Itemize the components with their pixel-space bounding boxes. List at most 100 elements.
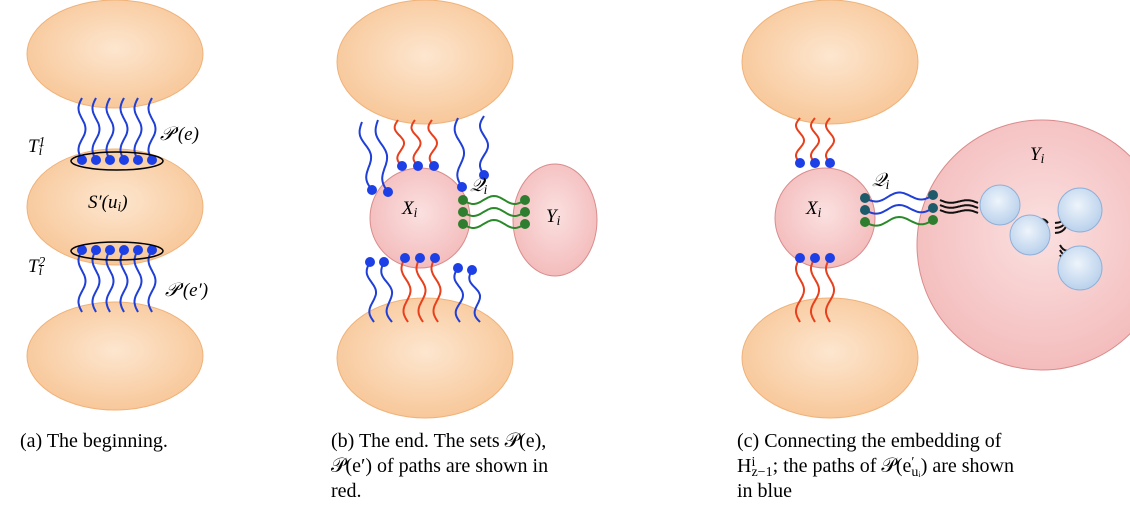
text-part: 𝒫′(e′) <box>165 280 208 301</box>
text-part: X <box>805 198 819 219</box>
math-label: Yi <box>546 206 561 228</box>
caption-line: (c) Connecting the embedding of <box>737 430 1002 452</box>
subscript: z−1 <box>751 465 772 480</box>
path-line <box>374 119 389 193</box>
path-line <box>453 267 465 323</box>
text-part: 𝒫(e′) of paths are shown in <box>331 455 548 477</box>
vertex <box>119 155 129 165</box>
subscript: i <box>414 205 418 220</box>
terminal-set <box>70 241 164 261</box>
caption-line: (b) The end. The sets 𝒫(e), <box>331 430 546 452</box>
text-part: 𝒬 <box>470 175 487 196</box>
vertex <box>825 158 835 168</box>
math-label: 𝒬i <box>470 175 488 197</box>
path-line <box>479 115 490 176</box>
path-line <box>147 249 157 313</box>
sub-blob <box>1057 245 1103 291</box>
math-label: Xi <box>805 198 822 220</box>
math-label: Xi <box>401 198 418 220</box>
subscript: i <box>117 199 121 214</box>
subscript: i <box>886 177 890 192</box>
vertex <box>458 207 468 217</box>
path-line <box>864 215 934 227</box>
vertex <box>133 245 143 255</box>
vertex <box>479 170 489 180</box>
vertex <box>810 253 820 263</box>
blob <box>336 297 514 419</box>
caption-line: in blue <box>737 480 792 502</box>
path-line <box>864 203 934 215</box>
vertex <box>77 155 87 165</box>
caption-line: red. <box>331 480 362 502</box>
vertex <box>520 219 530 229</box>
path-line <box>365 261 377 323</box>
text-part: H <box>737 455 751 477</box>
blob <box>26 301 204 411</box>
path-line <box>825 117 836 164</box>
path-line <box>410 119 422 167</box>
math-label: 𝒬i <box>872 170 890 192</box>
math-label: Yi <box>1030 144 1045 166</box>
vertex <box>520 207 530 217</box>
vertex <box>91 155 101 165</box>
math-label: 𝒫′(e′) <box>165 280 208 301</box>
vertex <box>133 155 143 165</box>
path-line <box>825 257 836 323</box>
vertex <box>429 161 439 171</box>
path-line <box>462 206 526 217</box>
vertex <box>430 253 440 263</box>
subscript: i <box>484 182 488 197</box>
blob <box>512 163 598 277</box>
blob <box>26 148 204 266</box>
vertex <box>520 195 530 205</box>
vertex <box>413 161 423 171</box>
subscript: i <box>818 205 822 220</box>
vertex <box>860 217 870 227</box>
path-line <box>133 97 143 161</box>
superscript: ′ <box>911 455 914 470</box>
text-part: T <box>28 256 40 277</box>
blob <box>26 0 204 109</box>
path-line <box>400 257 412 323</box>
text-part: ; the paths of 𝒫(e <box>773 455 912 477</box>
vertex <box>457 182 467 192</box>
path-line <box>105 97 115 161</box>
path-line <box>462 194 526 205</box>
text-part: (a) The beginning. <box>20 430 168 452</box>
caption-line: 𝒫(e′) of paths are shown in <box>331 455 548 477</box>
path-line <box>91 249 101 313</box>
text-part: S′(u <box>88 192 117 213</box>
vertex <box>379 257 389 267</box>
text-part: T <box>28 136 40 157</box>
sub-blob <box>1009 214 1051 256</box>
math-label: T2 i <box>28 254 46 278</box>
math-label: S′(ui) <box>88 192 128 214</box>
text-part: (c) Connecting the embedding of <box>737 430 1002 452</box>
text-part: 𝒬 <box>872 170 889 191</box>
text-part: (b) The end. The sets 𝒫(e), <box>331 430 546 452</box>
math-label: 𝒫′(e) <box>160 124 199 145</box>
path-line <box>468 269 481 323</box>
vertex <box>119 245 129 255</box>
vertex <box>415 253 425 263</box>
path-line <box>380 261 394 323</box>
text-part: Y <box>546 206 559 227</box>
vertex <box>860 205 870 215</box>
vertex <box>810 158 820 168</box>
vertex <box>928 203 938 213</box>
vertex <box>105 245 115 255</box>
text-part: Y <box>1030 144 1043 165</box>
path-line <box>810 257 821 323</box>
path-line <box>430 257 442 323</box>
blob <box>741 297 919 419</box>
vertex <box>367 185 377 195</box>
text-part: red. <box>331 480 362 502</box>
vertex <box>397 161 407 171</box>
path-line <box>795 257 806 323</box>
vertex <box>928 215 938 225</box>
path-line <box>453 117 465 188</box>
vertex <box>860 193 870 203</box>
vertex <box>365 257 375 267</box>
vertex <box>928 190 938 200</box>
